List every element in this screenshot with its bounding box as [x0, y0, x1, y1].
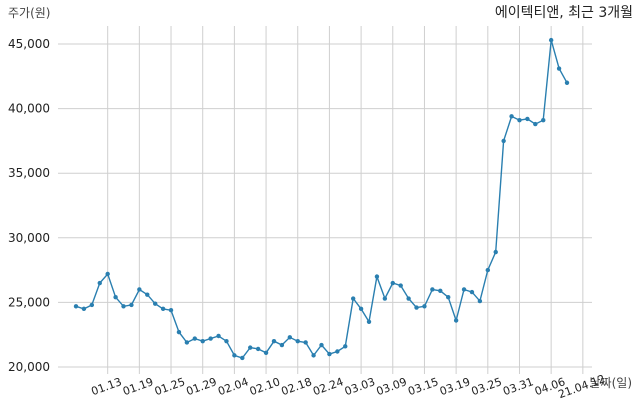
x-tick-label: 01.25	[153, 375, 187, 398]
data-point	[303, 340, 308, 345]
data-point	[327, 351, 332, 357]
data-point	[453, 318, 459, 323]
x-tick-label: 03.03	[343, 375, 377, 398]
x-tick-label: 03.09	[375, 375, 409, 398]
x-tick-label: 03.19	[438, 375, 472, 398]
x-axis-ticks: 01.1301.1901.2501.2902.0402.1002.1802.24…	[89, 372, 606, 401]
data-point	[240, 355, 245, 361]
x-tick-label: 21.04.12	[556, 372, 606, 401]
data-point	[192, 336, 197, 341]
data-point	[208, 336, 213, 341]
x-tick-label: 03.15	[406, 375, 440, 398]
data-point	[89, 302, 95, 308]
data-point	[485, 267, 491, 273]
data-point	[493, 249, 498, 255]
data-point	[319, 342, 324, 348]
x-tick-label: 02.10	[248, 375, 282, 398]
data-point	[129, 302, 134, 308]
data-point	[224, 338, 229, 344]
data-point	[168, 307, 174, 313]
data-point	[335, 349, 340, 354]
x-tick-label: 01.19	[121, 375, 155, 398]
data-point	[446, 295, 451, 300]
data-point	[390, 280, 395, 286]
x-tick-label: 02.04	[216, 375, 250, 398]
data-point	[176, 329, 182, 335]
data-point	[160, 306, 166, 312]
y-axis-ticks: 20,000 25,000 30,000 35,000 40,000 45,000	[8, 37, 50, 374]
data-points	[73, 37, 570, 361]
data-point	[263, 350, 269, 355]
data-point	[438, 288, 443, 293]
data-point	[556, 66, 562, 71]
x-tick-label: 01.13	[89, 375, 123, 398]
data-point	[469, 289, 475, 295]
data-point	[137, 287, 142, 292]
data-point	[548, 37, 554, 43]
data-point	[541, 118, 546, 123]
chart-title: 에이텍티앤, 최근 3개월	[495, 5, 633, 21]
data-point	[287, 335, 293, 340]
data-point	[509, 114, 514, 119]
data-point	[73, 304, 79, 309]
data-point	[422, 304, 427, 309]
y-tick-label: 30,000	[8, 231, 50, 245]
data-point	[366, 319, 372, 324]
data-point	[343, 344, 348, 349]
data-point	[279, 342, 285, 348]
data-point	[152, 301, 158, 306]
y-axis-label: 주가(원)	[8, 6, 50, 20]
y-tick-label: 45,000	[8, 37, 50, 51]
data-point	[113, 295, 118, 300]
data-point	[81, 306, 87, 312]
y-tick-label: 35,000	[8, 166, 50, 180]
y-tick-label: 25,000	[8, 295, 50, 309]
data-point	[248, 345, 253, 350]
x-tick-label: 02.24	[311, 375, 345, 398]
data-point	[350, 296, 356, 301]
data-point	[406, 296, 411, 301]
x-tick-label: 03.25	[470, 375, 504, 398]
data-point	[255, 346, 261, 352]
x-tick-label: 01.29	[184, 375, 218, 398]
data-point	[200, 338, 205, 344]
data-point	[533, 121, 538, 127]
x-axis-label: 날짜(일)	[590, 376, 632, 390]
data-point	[564, 80, 570, 85]
y-tick-label: 40,000	[8, 102, 50, 116]
data-point	[97, 280, 102, 286]
data-point	[430, 287, 435, 292]
data-point	[517, 118, 522, 123]
data-point	[105, 271, 110, 277]
data-point	[145, 292, 150, 297]
data-point	[232, 353, 237, 358]
data-point	[374, 274, 380, 279]
data-point	[382, 296, 388, 301]
data-point	[311, 353, 316, 358]
grid	[58, 26, 592, 374]
data-point	[271, 338, 277, 344]
data-point	[184, 340, 190, 345]
data-point	[501, 138, 506, 144]
data-point	[461, 287, 467, 292]
data-point	[121, 304, 126, 309]
y-tick-label: 20,000	[8, 360, 50, 374]
series-line	[75, 39, 568, 359]
data-point	[216, 333, 221, 339]
x-tick-label: 03.31	[501, 375, 535, 398]
data-point	[414, 305, 419, 310]
data-point	[477, 298, 483, 304]
data-point	[358, 306, 364, 312]
data-point	[295, 338, 300, 344]
data-point	[525, 116, 530, 122]
x-tick-label: 02.18	[280, 375, 314, 398]
data-point	[398, 283, 403, 288]
